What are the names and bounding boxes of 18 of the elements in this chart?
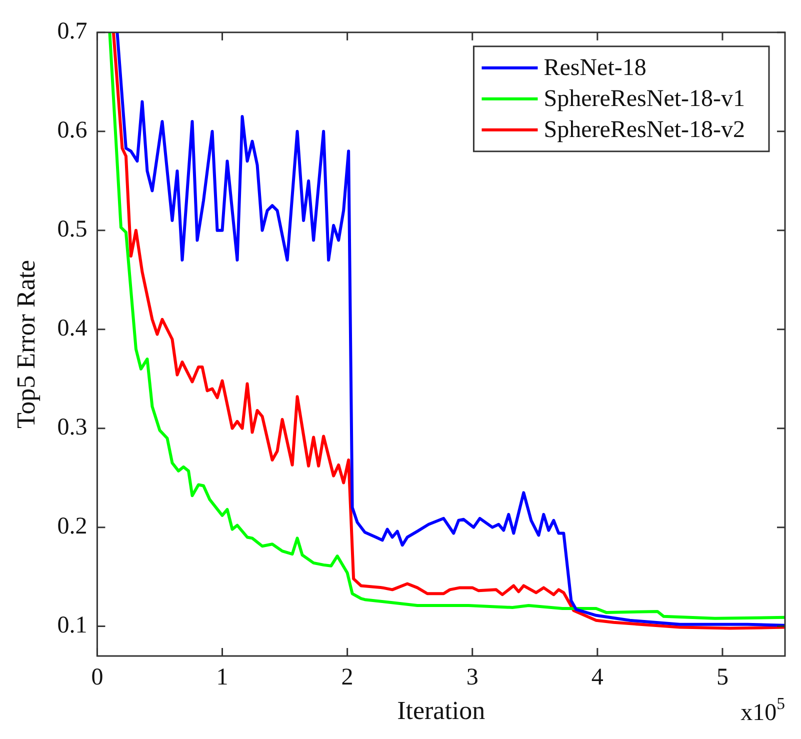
x-tick-label: 1 [216, 664, 228, 691]
y-tick-label: 0.7 [57, 18, 88, 45]
y-axis-title: Top5 Error Rate [11, 260, 40, 428]
legend-label: SphereResNet-18-v1 [544, 86, 745, 112]
y-tick-label: 0.5 [57, 216, 88, 243]
y-tick-label: 0.1 [57, 612, 88, 639]
x-tick-label: 0 [91, 664, 104, 691]
y-tick-label: 0.4 [57, 316, 88, 342]
x-tick-label: 3 [466, 664, 478, 691]
x-axis-title: Iteration [397, 696, 486, 726]
x-tick-label: 2 [341, 664, 354, 691]
x-tick-label: 4 [591, 664, 604, 691]
legend-label: SphereResNet-18-v2 [544, 117, 745, 144]
y-tick-label: 0.3 [57, 414, 88, 441]
x-tick-label: 5 [716, 664, 728, 691]
y-tick-label: 0.6 [57, 118, 88, 144]
legend-label: ResNet-18 [544, 55, 646, 82]
y-tick-label: 0.2 [57, 514, 88, 540]
